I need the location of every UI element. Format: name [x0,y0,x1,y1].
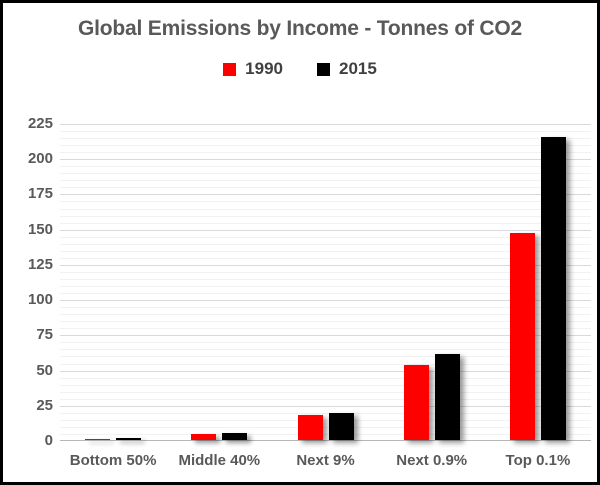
legend: 1990 2015 [3,59,597,79]
minor-gridline [60,166,591,168]
y-tick-label: 25 [36,396,53,414]
major-gridline [60,229,591,231]
bar-2015-next-0-9 [434,354,460,440]
minor-gridline [60,257,591,259]
x-category-label: Bottom 50% [69,452,157,469]
major-gridline [60,370,591,372]
minor-gridline [60,349,591,351]
minor-gridline [60,391,591,393]
minor-gridline [60,187,591,189]
minor-gridline [60,152,591,154]
bar-2015-bottom-50 [116,438,142,440]
minor-gridline [60,356,591,358]
minor-gridline [60,131,591,133]
minor-gridline [60,173,591,175]
y-tick-label: 100 [27,291,53,309]
y-tick-label: 0 [44,432,53,449]
chart-title: Global Emissions by Income - Tonnes of C… [78,17,522,40]
bar-1990-next-0-9 [403,365,429,440]
minor-gridline [60,278,591,280]
y-tick-label: 200 [27,150,53,168]
y-tick-label: 125 [27,255,53,273]
minor-gridline [60,215,591,217]
minor-gridline [60,377,591,379]
major-gridline [60,264,591,266]
minor-gridline [60,419,591,421]
y-tick-label: 175 [27,185,53,203]
x-axis: Bottom 50% Middle 40% Next 9% Next 0.9% Top … [60,452,591,469]
legend-swatch-2015 [317,62,330,76]
bar-2015-next-9 [328,413,354,440]
minor-gridline [60,433,591,435]
legend-label-2015: 2015 [339,59,377,78]
minor-gridline [60,363,591,365]
minor-gridline [60,307,591,309]
minor-gridline [60,236,591,238]
x-category-label: Next 9% [296,452,355,469]
bar-1990-bottom-50 [85,439,111,440]
major-gridline [60,124,591,125]
minor-gridline [60,293,591,295]
x-category-label: Next 0.9% [396,452,468,469]
minor-gridline [60,271,591,273]
minor-gridline [60,321,591,323]
major-gridline [60,194,591,196]
minor-gridline [60,412,591,414]
y-tick-label: 225 [27,115,53,132]
legend-item-1990: 1990 [223,59,283,79]
major-gridline [60,300,591,302]
minor-gridline [60,180,591,182]
minor-gridline [60,398,591,400]
x-category-label: Top 0.1% [505,452,571,469]
minor-gridline [60,426,591,428]
legend-swatch-1990 [223,62,237,76]
bar-1990-next-9 [297,414,323,440]
major-gridline [60,335,591,337]
minor-gridline [60,138,591,140]
y-tick-label: 75 [36,326,53,344]
y-tick-label: 150 [27,220,53,238]
bar-1990-top-0-1 [509,232,535,440]
x-axis-line [60,440,591,441]
minor-gridline [60,250,591,252]
major-gridline [60,405,591,407]
plot-area [60,124,591,441]
minor-gridline [60,145,591,147]
x-category-label: Middle 40% [178,452,261,469]
minor-gridline [60,342,591,344]
minor-gridline [60,286,591,288]
minor-gridline [60,328,591,330]
legend-item-2015: 2015 [317,59,377,79]
major-gridline [60,159,591,161]
minor-gridline [60,314,591,316]
minor-gridline [60,201,591,203]
bar-1990-middle-40 [191,433,217,440]
minor-gridline [60,384,591,386]
bar-2015-top-0-1 [540,137,566,440]
y-axis: 0 25 50 75 100 125 150 175 200 225 [3,115,53,449]
bar-2015-middle-40 [222,432,248,440]
legend-label-1990: 1990 [245,59,283,78]
minor-gridline [60,208,591,210]
minor-gridline [60,222,591,224]
y-tick-label: 50 [36,361,53,379]
minor-gridline [60,243,591,245]
